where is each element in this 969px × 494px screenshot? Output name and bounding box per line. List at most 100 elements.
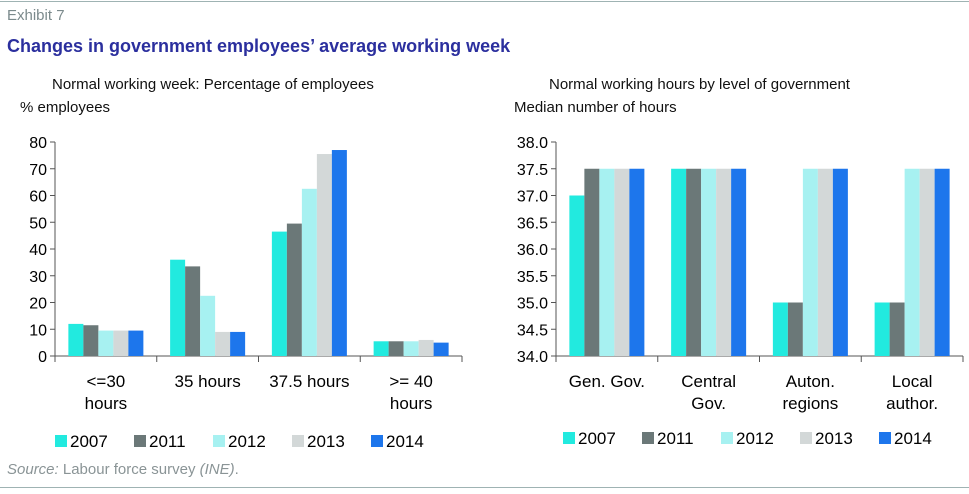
left-ytick-label: 70 [29,162,47,179]
right-bar-2012 [904,168,920,356]
right-bar-2012 [599,168,615,356]
right-ytick-label: 35.0 [517,296,548,313]
left-bar-2013 [316,154,332,356]
left-ytick-label: 10 [29,322,47,339]
right-category-label: Central [681,372,736,391]
left-legend-swatch-2014 [371,435,383,447]
right-category-label: regions [782,394,838,413]
right-category-label: Gen. Gov. [569,372,645,391]
left-category-label: 37.5 hours [269,372,349,391]
right-legend-swatch-2011 [642,432,654,444]
right-bar-2011 [889,302,905,356]
left-bar-2007 [373,341,389,356]
right-bar-2014 [934,168,950,356]
left-ytick-label: 50 [29,215,47,232]
left-bar-2007 [271,231,287,356]
left-bar-2007 [170,259,186,356]
left-legend-label-2014: 2014 [386,432,424,451]
right-bar-2007 [671,168,687,356]
left-ytick-label: 60 [29,189,47,206]
right-bar-2011 [584,168,600,356]
right-bar-2012 [701,168,717,356]
exhibit-label: Exhibit 7 [7,7,65,24]
left-legend-label-2011: 2011 [149,432,186,451]
right-legend-swatch-2013 [800,432,812,444]
left-category-label: hours [390,394,433,413]
right-bar-2014 [731,168,747,356]
right-legend-label-2011: 2011 [657,429,694,448]
left-legend-label-2013: 2013 [307,432,345,451]
left-ytick-label: 20 [29,296,47,313]
left-category-label: <=30 [86,372,125,391]
bottom-rule [0,487,969,488]
right-ytick-label: 34.5 [517,322,548,339]
right-ytick-label: 36.5 [517,215,548,232]
right-category-label: author. [886,394,938,413]
left-bar-2012 [98,330,114,356]
right-bar-2013 [614,168,630,356]
left-bar-2012 [403,341,419,356]
left-legend-swatch-2013 [292,435,304,447]
left-legend-swatch-2011 [134,435,146,447]
right-bar-2007 [569,195,585,356]
right-ytick-label: 35.5 [517,269,548,286]
right-bar-2013 [919,168,935,356]
right-chart-ylabel: Median number of hours [514,99,677,116]
left-bar-2011 [286,223,302,356]
source-label: Source: [7,461,59,478]
left-bar-2011 [83,325,99,356]
right-ytick-label: 36.0 [517,242,548,259]
left-bar-2014 [433,342,449,356]
right-legend-swatch-2014 [879,432,891,444]
right-category-label: Auton. [786,372,835,391]
right-bar-2011 [787,302,803,356]
left-bar-2013 [215,331,231,356]
left-ytick-label: 30 [29,269,47,286]
left-legend-label-2007: 2007 [70,432,108,451]
right-ytick-label: 37.0 [517,189,548,206]
left-bar-2011 [388,341,404,356]
source-text: Labour force survey [58,461,200,478]
left-category-label: >= 40 [389,372,433,391]
right-chart-title: Normal working hours by level of governm… [549,76,850,93]
left-category-label: hours [85,394,128,413]
left-legend-swatch-2012 [213,435,225,447]
source-end: . [234,461,239,478]
right-ytick-label: 37.5 [517,162,548,179]
right-bar-2011 [686,168,702,356]
left-bar-2007 [68,323,84,356]
right-bar-2014 [832,168,848,356]
left-bar-2014 [331,150,347,356]
left-bar-2014 [128,330,144,356]
right-legend-label-2012: 2012 [736,429,774,448]
right-bar-2007 [772,302,788,356]
left-chart-ylabel: % employees [20,99,111,116]
left-bar-2014 [230,331,246,356]
left-ytick-label: 0 [38,349,47,366]
right-legend-swatch-2012 [721,432,733,444]
page-title: Changes in government employees’ average… [7,36,511,56]
left-ytick-label: 80 [29,135,47,152]
right-bar-2012 [802,168,818,356]
right-legend-label-2014: 2014 [894,429,932,448]
left-ytick-label: 40 [29,242,47,259]
left-legend-label-2012: 2012 [228,432,266,451]
right-bar-2007 [874,302,890,356]
right-bar-2013 [716,168,732,356]
source-note: Source: Labour force survey (INE). [7,461,239,478]
right-category-label: Local [892,372,933,391]
left-legend-swatch-2007 [55,435,67,447]
left-bar-2012 [301,188,317,356]
left-bar-2012 [200,295,216,356]
left-chart-title: Normal working week: Percentage of emplo… [52,76,374,93]
right-legend-label-2007: 2007 [578,429,616,448]
right-ytick-label: 38.0 [517,135,548,152]
right-category-label: Gov. [691,394,726,413]
source-publisher: (INE) [199,461,235,478]
right-legend-swatch-2007 [563,432,575,444]
left-bar-2013 [113,330,129,356]
right-ytick-label: 34.0 [517,349,548,366]
right-bar-2014 [629,168,645,356]
